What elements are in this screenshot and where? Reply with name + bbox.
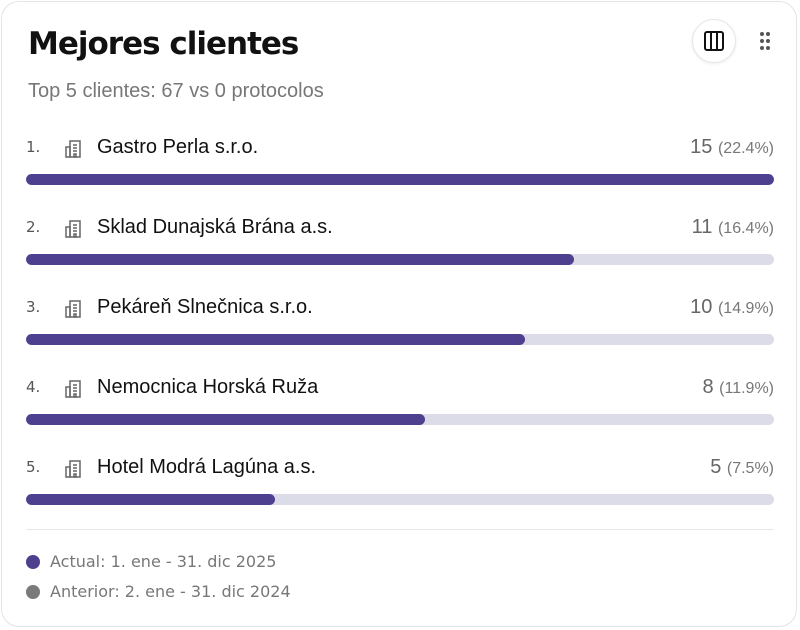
client-value: 5 (7.5%) bbox=[710, 456, 774, 479]
drag-dots-icon bbox=[760, 32, 770, 50]
drag-handle[interactable] bbox=[752, 28, 778, 54]
client-count: 11 bbox=[691, 216, 713, 238]
columns-icon bbox=[704, 31, 724, 51]
client-name: Hotel Modrá Lagúna a.s. bbox=[97, 456, 317, 478]
client-name: Nemocnica Horská Ruža bbox=[97, 376, 319, 398]
progress-track bbox=[26, 174, 774, 185]
progress-track bbox=[26, 254, 774, 265]
client-count: 15 bbox=[690, 136, 713, 158]
card-title: Mejores clientes bbox=[28, 26, 299, 62]
client-name: Pekáreň Slnečnica s.r.o. bbox=[97, 296, 313, 318]
columns-toggle-button[interactable] bbox=[692, 19, 736, 63]
client-count: 10 bbox=[690, 296, 713, 318]
legend-current: Actual: 1. ene - 31. dic 2025 bbox=[26, 552, 276, 571]
building-icon bbox=[64, 379, 84, 403]
current-dot-icon bbox=[26, 554, 40, 569]
client-row[interactable]: 2. Sklad Dunajská Brána a.s. 11 (16.4%) bbox=[26, 216, 774, 276]
client-percent: (7.5%) bbox=[726, 460, 774, 477]
client-row[interactable]: 1. Gastro Perla s.r.o. 15 (22.4%) bbox=[26, 136, 774, 196]
client-rank: 1. bbox=[26, 138, 41, 156]
progress-track bbox=[26, 494, 774, 505]
client-percent: (11.9%) bbox=[719, 380, 774, 397]
legend-previous-label: Anterior: 2. ene - 31. dic 2024 bbox=[50, 582, 291, 601]
progress-track bbox=[26, 414, 774, 425]
divider bbox=[26, 529, 774, 530]
client-rank: 2. bbox=[26, 218, 41, 236]
client-row[interactable]: 4. Nemocnica Horská Ruža 8 (11.9%) bbox=[26, 376, 774, 436]
progress-fill bbox=[26, 414, 425, 425]
client-value: 11 (16.4%) bbox=[692, 216, 774, 239]
client-percent: (14.9%) bbox=[717, 300, 774, 317]
client-value: 10 (14.9%) bbox=[690, 296, 774, 319]
building-icon bbox=[64, 459, 84, 483]
previous-dot-icon bbox=[26, 584, 40, 599]
progress-track bbox=[26, 334, 774, 345]
progress-fill bbox=[26, 494, 276, 505]
building-icon bbox=[64, 299, 84, 323]
progress-fill bbox=[26, 254, 575, 265]
client-percent: (22.4%) bbox=[717, 140, 774, 157]
building-icon bbox=[64, 219, 84, 243]
legend-current-label: Actual: 1. ene - 31. dic 2025 bbox=[50, 552, 277, 571]
progress-fill bbox=[26, 174, 774, 185]
card-subtitle: Top 5 clientes: 67 vs 0 protocolos bbox=[28, 80, 324, 102]
client-rank: 5. bbox=[26, 458, 41, 476]
client-value: 15 (22.4%) bbox=[690, 136, 774, 159]
client-count: 8 bbox=[702, 376, 714, 398]
client-name: Sklad Dunajská Brána a.s. bbox=[97, 216, 333, 238]
client-count: 5 bbox=[710, 456, 722, 478]
client-rank: 4. bbox=[26, 378, 41, 396]
building-icon bbox=[64, 139, 84, 163]
client-row[interactable]: 5. Hotel Modrá Lagúna a.s. 5 (7.5%) bbox=[26, 456, 774, 516]
legend-previous: Anterior: 2. ene - 31. dic 2024 bbox=[26, 582, 291, 601]
client-value: 8 (11.9%) bbox=[702, 376, 774, 399]
client-rank: 3. bbox=[26, 298, 41, 316]
client-percent: (16.4%) bbox=[717, 220, 774, 237]
client-row[interactable]: 3. Pekáreň Slnečnica s.r.o. 10 (14.9%) bbox=[26, 296, 774, 356]
client-name: Gastro Perla s.r.o. bbox=[97, 136, 259, 158]
progress-fill bbox=[26, 334, 525, 345]
